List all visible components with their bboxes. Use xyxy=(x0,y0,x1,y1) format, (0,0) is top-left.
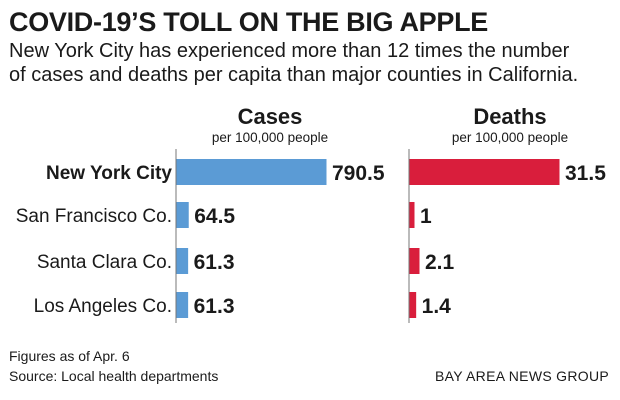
deaths-bar xyxy=(409,159,560,185)
deaths-panel-unit: per 100,000 people xyxy=(451,130,569,145)
chart-title: COVID-19’S TOLL ON THE BIG APPLE xyxy=(9,7,488,37)
cases-bar xyxy=(176,159,327,185)
publisher-credit: BAY AREA NEWS GROUP xyxy=(434,368,609,384)
deaths-value-label: 31.5 xyxy=(565,162,606,185)
cases-bar xyxy=(176,248,189,274)
category-label: Los Angeles Co. xyxy=(34,296,172,317)
category-label: Santa Clara Co. xyxy=(37,252,172,273)
deaths-bar xyxy=(409,292,417,318)
cases-panel-unit: per 100,000 people xyxy=(211,130,329,145)
cases-value-label: 61.3 xyxy=(194,251,235,274)
deaths-value-label: 2.1 xyxy=(425,251,455,274)
footnote-source: Source: Local health departments xyxy=(9,368,219,384)
cases-panel-title: Cases xyxy=(237,104,303,129)
deaths-panel-title: Deaths xyxy=(473,104,547,129)
cases-bar xyxy=(176,292,189,318)
cases-value-label: 61.3 xyxy=(194,295,235,318)
deaths-value-label: 1 xyxy=(420,205,432,228)
deaths-bar xyxy=(409,248,420,274)
category-label: New York City xyxy=(46,163,172,184)
deaths-value-label: 1.4 xyxy=(422,295,452,318)
deaths-bar xyxy=(409,202,415,228)
cases-value-label: 790.5 xyxy=(332,162,385,185)
cases-value-label: 64.5 xyxy=(194,205,235,228)
category-label: San Francisco Co. xyxy=(16,206,172,227)
chart-subtitle: New York City has experienced more than … xyxy=(9,40,579,86)
cases-bar xyxy=(176,202,189,228)
footnote-date: Figures as of Apr. 6 xyxy=(9,348,130,364)
